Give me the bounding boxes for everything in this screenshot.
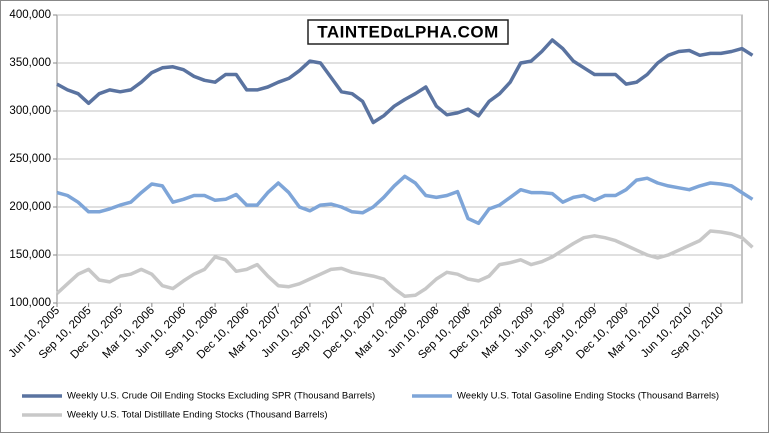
- legend-label: Weekly U.S. Total Distillate Ending Stoc…: [67, 410, 327, 421]
- y-tick-label: 300,000: [9, 105, 51, 117]
- grid: [57, 14, 742, 304]
- series-line: [55, 229, 754, 299]
- legend-label: Weekly U.S. Crude Oil Ending Stocks Excl…: [67, 391, 375, 402]
- watermark: TAINTEDαLPHA.COM: [317, 22, 499, 41]
- series-line: [56, 174, 754, 226]
- series-line: [56, 38, 754, 125]
- y-tick-label: 250,000: [9, 153, 51, 165]
- y-tick-label: 400,000: [9, 9, 51, 21]
- logo-box: [307, 19, 509, 45]
- y-tick-label: 350,000: [9, 57, 51, 69]
- y-tick-label: 200,000: [9, 201, 51, 213]
- y-tick-label: 150,000: [9, 249, 51, 261]
- y-tick-label: 100,000: [9, 297, 51, 309]
- legend-label: Weekly U.S. Total Gasoline Ending Stocks…: [457, 391, 719, 402]
